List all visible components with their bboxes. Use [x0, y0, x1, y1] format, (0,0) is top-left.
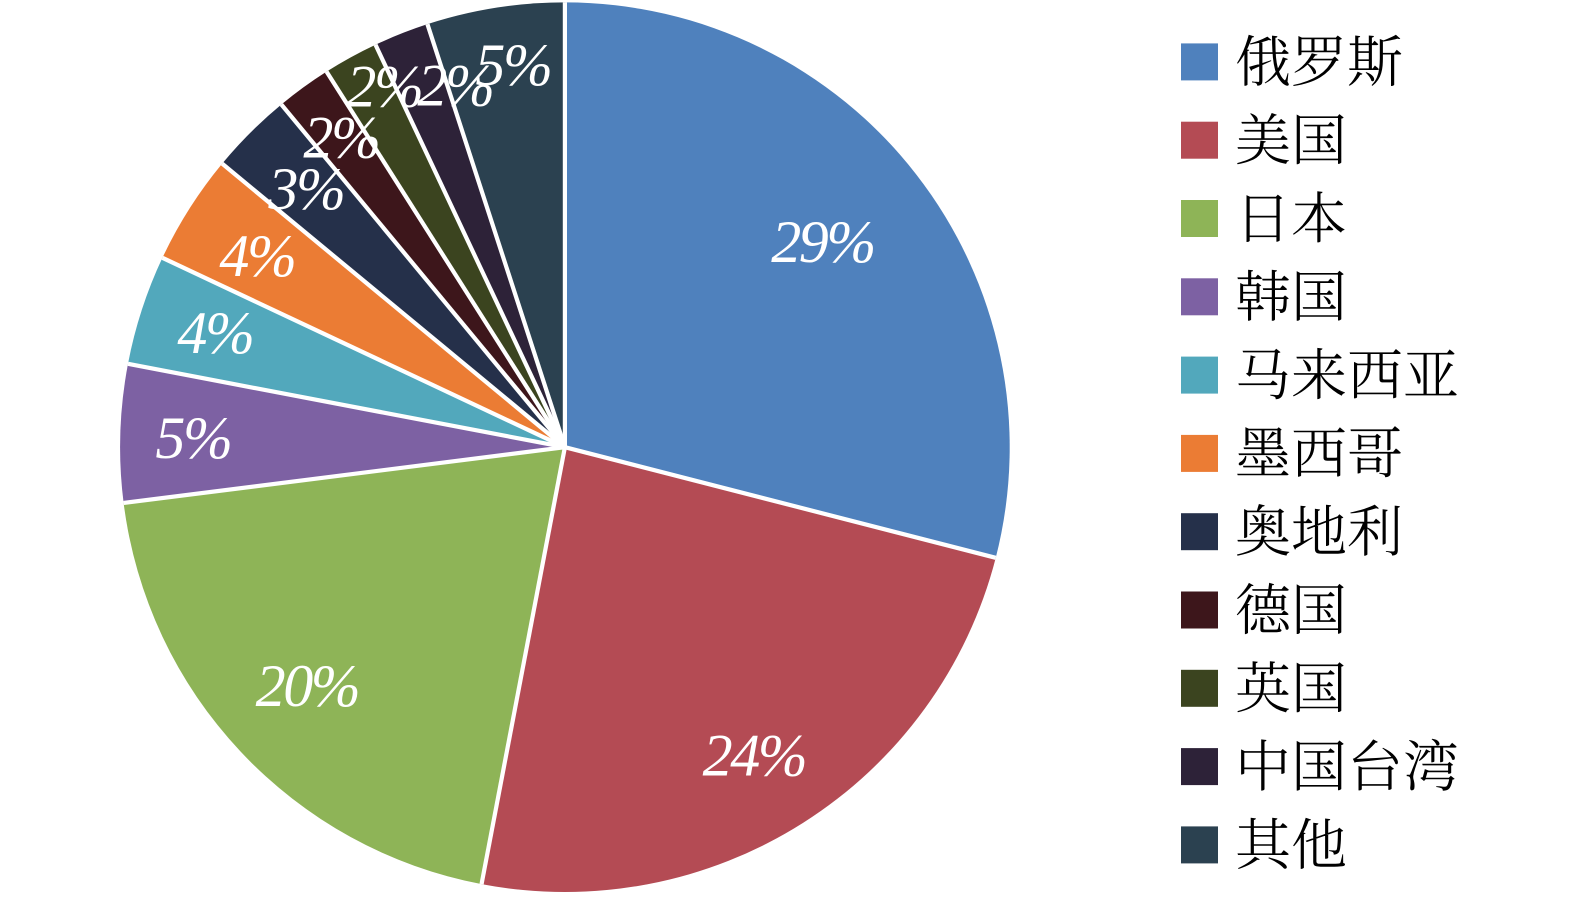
svg-text:4%: 4%	[219, 223, 294, 289]
svg-text:2%: 2%	[417, 52, 492, 118]
svg-text:24%: 24%	[703, 723, 806, 789]
svg-text:5%: 5%	[475, 32, 550, 98]
svg-text:4%: 4%	[177, 300, 252, 366]
svg-text:20%: 20%	[256, 653, 359, 719]
svg-text:2%: 2%	[303, 105, 378, 171]
svg-text:5%: 5%	[155, 405, 230, 471]
svg-text:3%: 3%	[267, 156, 343, 222]
svg-text:2%: 2%	[346, 54, 421, 120]
svg-text:29%: 29%	[771, 209, 874, 275]
